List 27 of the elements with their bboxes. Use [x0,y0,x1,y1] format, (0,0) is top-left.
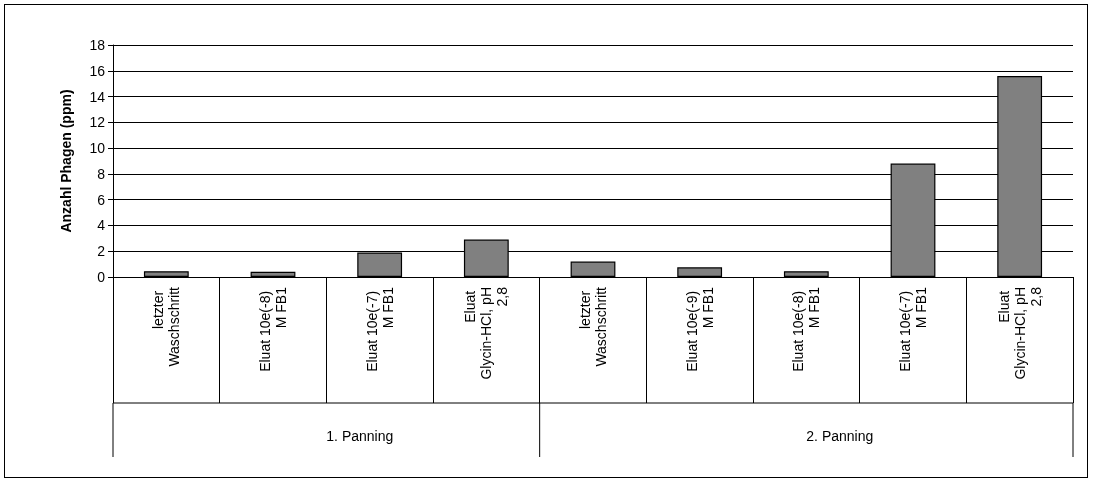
y-tick-label: 18 [89,37,106,53]
x-tick-label: Eluat 10e(-8) M FB1 [257,286,289,372]
y-tick-label: 4 [97,217,106,234]
x-tick-label: Eluat 10e(-7) M FB1 [897,286,929,372]
bar [570,261,616,277]
y-tick-label: 12 [89,114,106,131]
x-tick-label: Eluat Glycin-HCl, pH 2,8 [995,286,1044,380]
bar [783,271,829,277]
y-tick-label: 2 [97,243,106,260]
x-tick-label: Eluat 10e(-9) M FB1 [683,286,716,372]
text: 1. Panning [326,428,394,444]
y-tick-label: 16 [89,62,106,79]
y-tick-label: 10 [89,140,106,157]
x-tick-label: letzter Waschschritt [150,286,183,367]
bar [143,271,189,277]
x-tick-label: letzter Waschschritt [577,286,609,367]
x-tick-label: Eluat 10e(-7) M FB1 [363,286,396,372]
y-tick-label: 0 [97,269,106,285]
bar [250,271,296,277]
x-tick-label: Eluat Glycin-HCl, pH 2,8 [462,286,511,380]
y-tick-label: 6 [97,191,106,208]
bar [677,267,723,277]
x-tick-label: Eluat 10e(-8) M FB1 [790,286,823,372]
y-tick-label: 8 [97,165,106,182]
text: 2. Panning [806,428,874,444]
y-axis-title: Anzahl Phagen (ppm) [58,89,74,233]
y-tick-label: 14 [89,88,106,105]
